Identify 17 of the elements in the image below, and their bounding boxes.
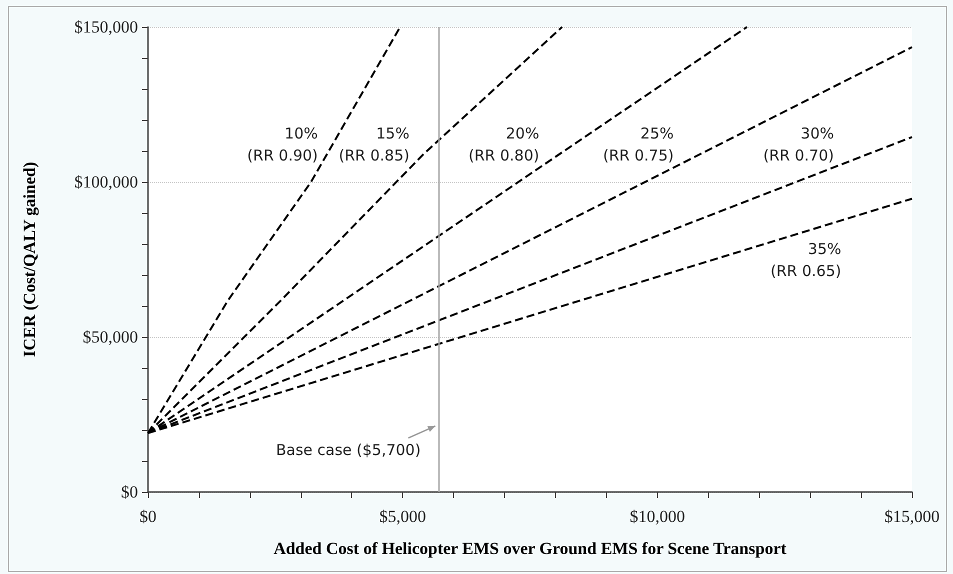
y-tick-label: $150,000 bbox=[74, 18, 138, 36]
ref-line-label: Base case ($5,700) bbox=[276, 441, 421, 459]
series-label: 10% (RR 0.90) bbox=[247, 124, 318, 164]
y-tick-label: $100,000 bbox=[74, 172, 138, 192]
y-tick-label: $50,000 bbox=[82, 328, 138, 346]
x-tick-label: $5,000 bbox=[379, 507, 426, 526]
y-axis-title: ICER (Cost/QALY gained) bbox=[20, 162, 39, 358]
x-tick-label: $15,000 bbox=[884, 507, 940, 526]
x-tick-label: $0 bbox=[140, 507, 156, 526]
series-label: 25% (RR 0.75) bbox=[603, 124, 674, 164]
series-label: 30% (RR 0.70) bbox=[763, 124, 834, 164]
series-label: 35% (RR 0.65) bbox=[770, 240, 842, 280]
series-label: 20% (RR 0.80) bbox=[468, 124, 540, 164]
x-axis-title: Added Cost of Helicopter EMS over Ground EMS for Scene Transport bbox=[274, 539, 787, 558]
x-tick-label: $10,000 bbox=[630, 507, 685, 526]
y-tick-label: $0 bbox=[121, 482, 138, 502]
series-label: 15% (RR 0.85) bbox=[338, 124, 410, 164]
